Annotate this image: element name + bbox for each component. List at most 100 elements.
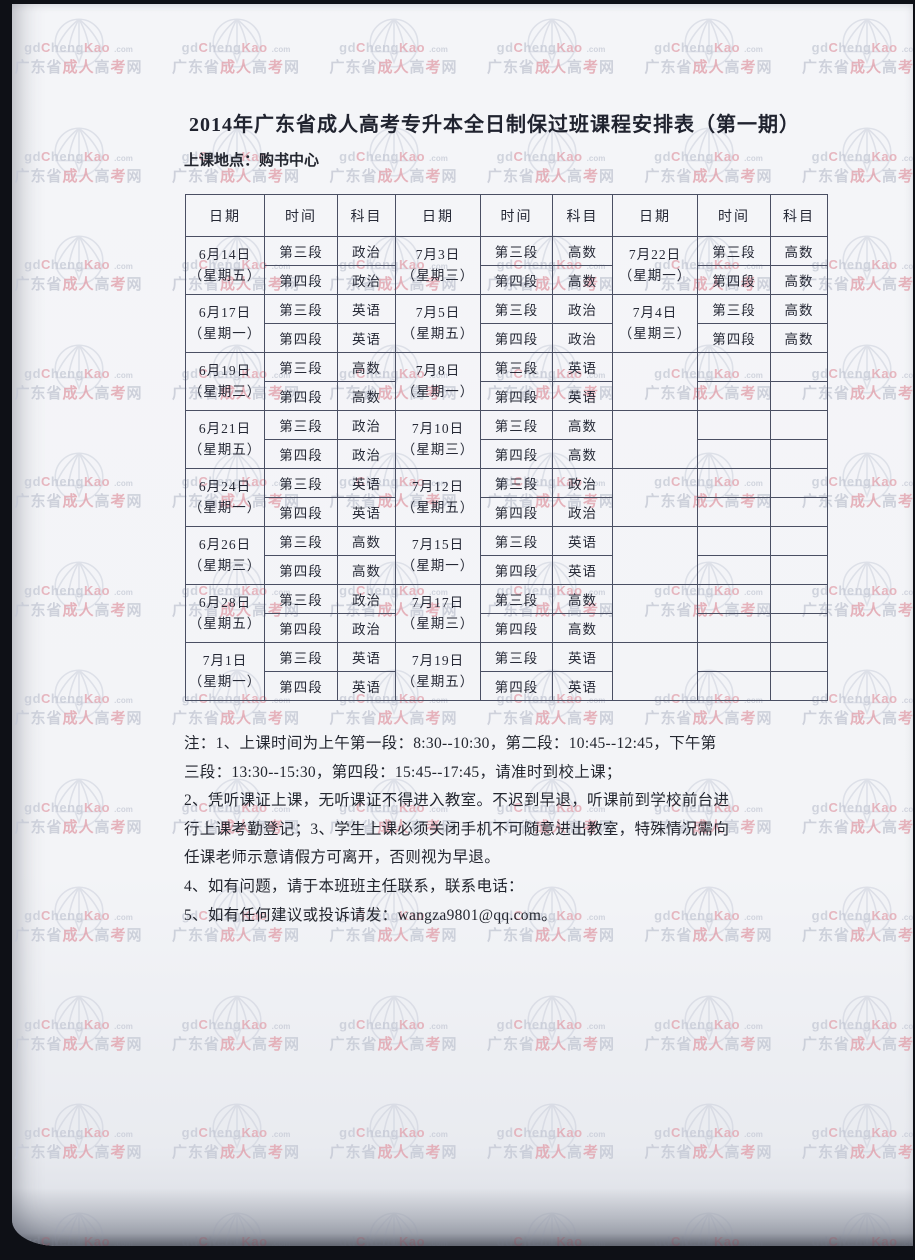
- date-text: 7月17日: [411, 594, 465, 610]
- globe-umbrella-icon: [841, 343, 892, 394]
- globe-umbrella-icon: [54, 18, 104, 68]
- weekday-text: （星期一）: [618, 267, 692, 283]
- globe-umbrella-icon: [54, 669, 104, 719]
- subject-cell: 英语: [552, 526, 613, 556]
- globe-umbrella-icon: [684, 18, 734, 68]
- date-cell: [612, 526, 698, 585]
- watermark-cn-text: 广东省成人高考网: [14, 385, 143, 402]
- globe-umbrella-icon: [841, 886, 892, 936]
- note-line-3: 2、凭听课证上课，无听课证不得进入教室。不迟到早退，听课前到学校前台进: [184, 792, 730, 810]
- watermark-cn-text: 广东省成人高考网: [171, 1036, 301, 1053]
- subject-cell: [770, 410, 828, 440]
- globe-umbrella-icon: [684, 126, 734, 177]
- time-slot-cell: 第三段: [264, 236, 338, 266]
- subject-cell: 高数: [337, 352, 396, 382]
- header-cell-1: 时间: [264, 194, 338, 237]
- date-text: 7月10日: [411, 420, 465, 436]
- watermark-cn-text: 广东省成人高考网: [14, 602, 143, 619]
- time-slot-cell: 第三段: [264, 526, 338, 556]
- weekday-text: （星期一）: [188, 673, 262, 689]
- watermark-brand-text: gdChengKao .com: [339, 908, 448, 923]
- weekday-text: （星期三）: [188, 557, 262, 573]
- watermark-brand-text: gdChengKao .com: [181, 1125, 291, 1140]
- watermark-brand-text: gdChengKao .com: [181, 40, 291, 55]
- watermark-cn-text: 广东省成人高考网: [801, 1036, 913, 1053]
- date-cell: 6月26日 （星期三）: [185, 526, 265, 585]
- watermark-cn-text: 广东省成人高考网: [14, 711, 143, 727]
- time-slot-cell: 第四段: [480, 555, 553, 585]
- note-line-7: 5、如有任何建议或投诉请发：wangza9801@qq.com。: [184, 906, 558, 924]
- schedule-body: 6月14日 （星期五） 第三段 政治 7月3日 （星期三） 第三段 高数 7月22日 （星期一）第…: [185, 236, 828, 701]
- watermark-brand-text: gdChengKao .com: [24, 1233, 133, 1247]
- subject-cell: 高数: [552, 410, 613, 440]
- subject-cell: 高数: [552, 265, 613, 295]
- date-cell: 6月24日 （星期一）: [185, 468, 265, 527]
- time-slot-cell: [697, 613, 771, 643]
- date-text: 7月12日: [411, 478, 465, 494]
- watermark-brand-text: gdChengKao .com: [811, 582, 913, 598]
- globe-umbrella-icon: [54, 777, 104, 828]
- time-slot-cell: [697, 410, 771, 440]
- globe-umbrella-icon: [369, 1211, 419, 1246]
- time-slot-cell: [697, 526, 771, 556]
- subject-cell: 高数: [770, 236, 828, 266]
- watermark-brand-text: gdChengKao .com: [339, 1016, 448, 1032]
- date-text: 7月1日: [202, 652, 248, 668]
- watermark-cn-text: 广东省成人高考网: [171, 1145, 301, 1161]
- note-line-1: 注：1、上课时间为上午第一段：8:30--10:30，第二段：10:45--12…: [184, 735, 717, 752]
- subject-cell: 英语: [552, 642, 613, 672]
- subject-cell: [770, 439, 828, 469]
- globe-umbrella-icon: [526, 994, 577, 1045]
- time-slot-cell: 第三段: [480, 526, 553, 556]
- date-cell: [612, 468, 698, 527]
- watermark-brand-text: gdChengKao .com: [24, 1016, 133, 1032]
- date-cell: 6月14日 （星期五）: [185, 236, 265, 295]
- watermark-brand-text: gdChengKao .com: [811, 1125, 913, 1140]
- watermark-cn-text: 广东省成人高考网: [329, 168, 458, 185]
- subject-cell: 政治: [552, 497, 613, 527]
- subject-cell: 高数: [552, 439, 613, 469]
- subject-cell: 政治: [337, 236, 396, 266]
- date-text: 6月19日: [198, 362, 252, 378]
- globe-umbrella-icon: [369, 1103, 419, 1153]
- globe-umbrella-icon: [54, 126, 104, 177]
- subject-cell: 英语: [552, 381, 613, 411]
- date-text: 7月5日: [415, 304, 461, 320]
- watermark-cn-text: 广东省成人高考网: [171, 60, 301, 76]
- watermark-cn-text: 广东省成人高考网: [14, 277, 143, 293]
- weekday-text: （星期五）: [188, 441, 262, 457]
- globe-umbrella-icon: [684, 1103, 734, 1153]
- watermark-cn-text: 广东省成人高考网: [801, 928, 913, 944]
- watermark-brand-text: gdChengKao .com: [181, 908, 291, 923]
- header-cell-6: 日期: [612, 194, 698, 237]
- weekday-text: （星期三）: [401, 441, 475, 457]
- time-slot-cell: 第四段: [480, 439, 553, 469]
- subject-cell: [770, 555, 828, 585]
- date-text: 6月24日: [198, 478, 252, 494]
- globe-umbrella-icon: [211, 126, 262, 177]
- watermark-brand-text: gdChengKao .com: [24, 908, 133, 923]
- time-slot-cell: [697, 468, 771, 498]
- subject-cell: 政治: [337, 439, 396, 469]
- watermark-cn-text: 广东省成人高考网: [329, 819, 458, 836]
- weekday-text: （星期三）: [401, 615, 475, 631]
- watermark-cn-text: 广东省成人高考网: [14, 819, 143, 836]
- watermark-cn-text: 广东省成人高考网: [14, 1036, 143, 1053]
- date-text: 6月28日: [198, 594, 252, 610]
- subject-cell: 高数: [552, 613, 613, 643]
- time-slot-cell: 第三段: [264, 352, 338, 382]
- globe-umbrella-icon: [54, 560, 104, 611]
